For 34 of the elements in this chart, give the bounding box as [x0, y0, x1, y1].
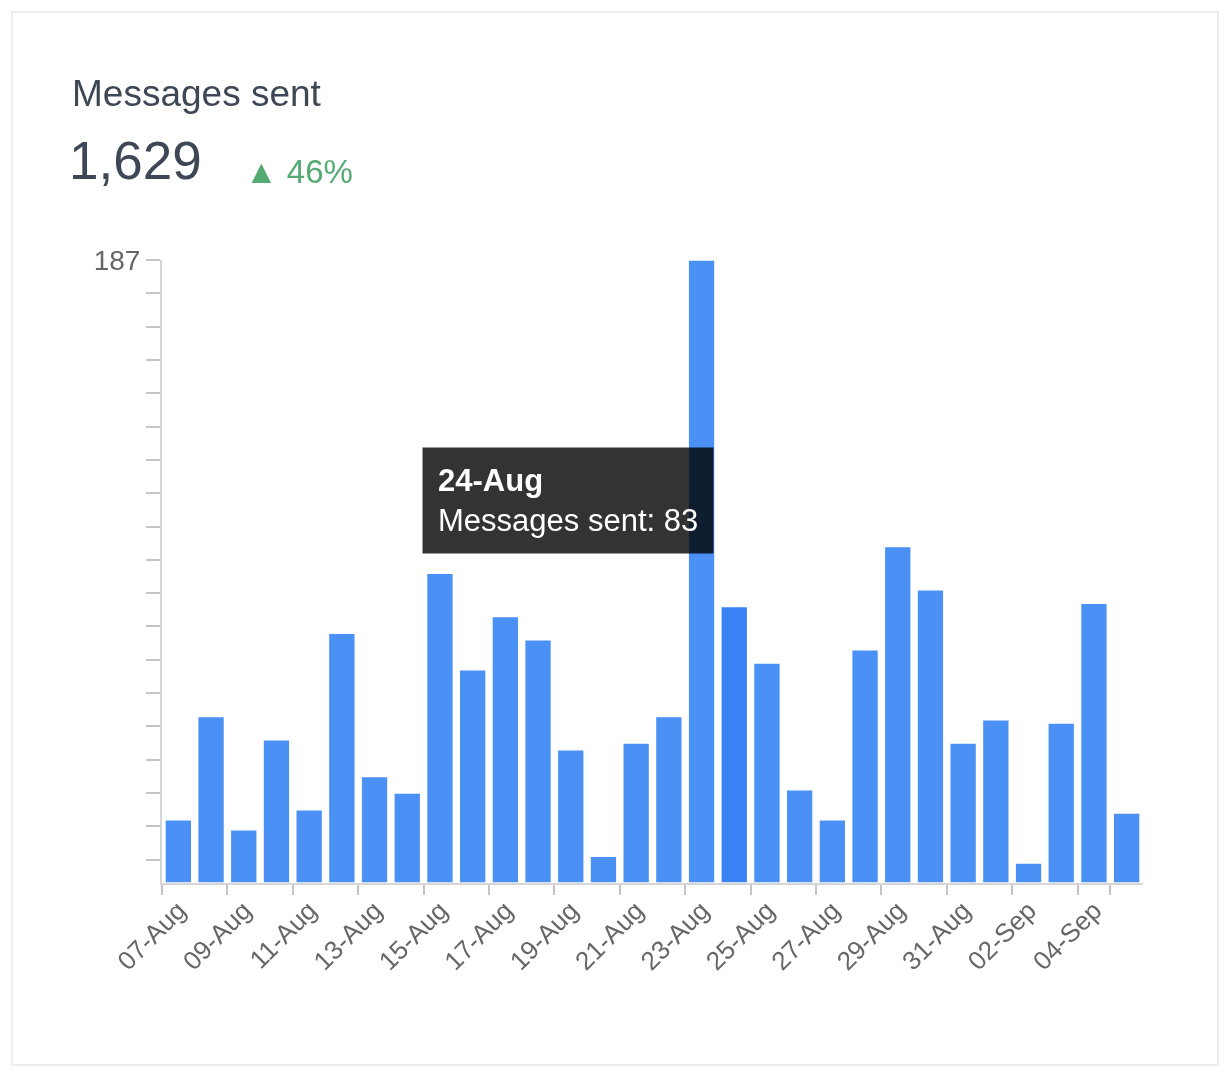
bar — [491, 615, 520, 883]
bar — [458, 669, 487, 883]
chart-subtitle: 1,629 — [69, 131, 202, 190]
bar — [850, 649, 880, 883]
bar — [327, 632, 357, 883]
bar — [556, 748, 585, 883]
bar — [720, 605, 749, 883]
bar — [1112, 812, 1141, 883]
bar — [948, 742, 978, 883]
bar — [262, 738, 291, 883]
y-tick-label: 187 — [93, 244, 141, 276]
bar — [589, 855, 618, 883]
bar — [752, 662, 782, 883]
bar — [621, 742, 651, 883]
bar — [1014, 862, 1043, 883]
text: ▲ 46% — [245, 153, 353, 190]
bar — [196, 715, 226, 883]
bar — [1079, 602, 1109, 883]
bar — [229, 828, 258, 883]
bar — [981, 719, 1011, 883]
bar — [654, 715, 684, 883]
bar — [785, 788, 814, 883]
bar — [818, 818, 847, 883]
bar — [294, 808, 324, 883]
chart-title: Messages sent — [72, 73, 322, 114]
bar — [523, 639, 553, 883]
annotation: 24-Aug Messages sent: 83 — [438, 463, 699, 539]
bar — [883, 545, 912, 883]
bar — [360, 775, 389, 883]
bar — [164, 818, 193, 883]
bar — [425, 572, 455, 883]
bar — [1047, 722, 1076, 883]
bar — [393, 792, 422, 883]
bar — [916, 589, 945, 883]
